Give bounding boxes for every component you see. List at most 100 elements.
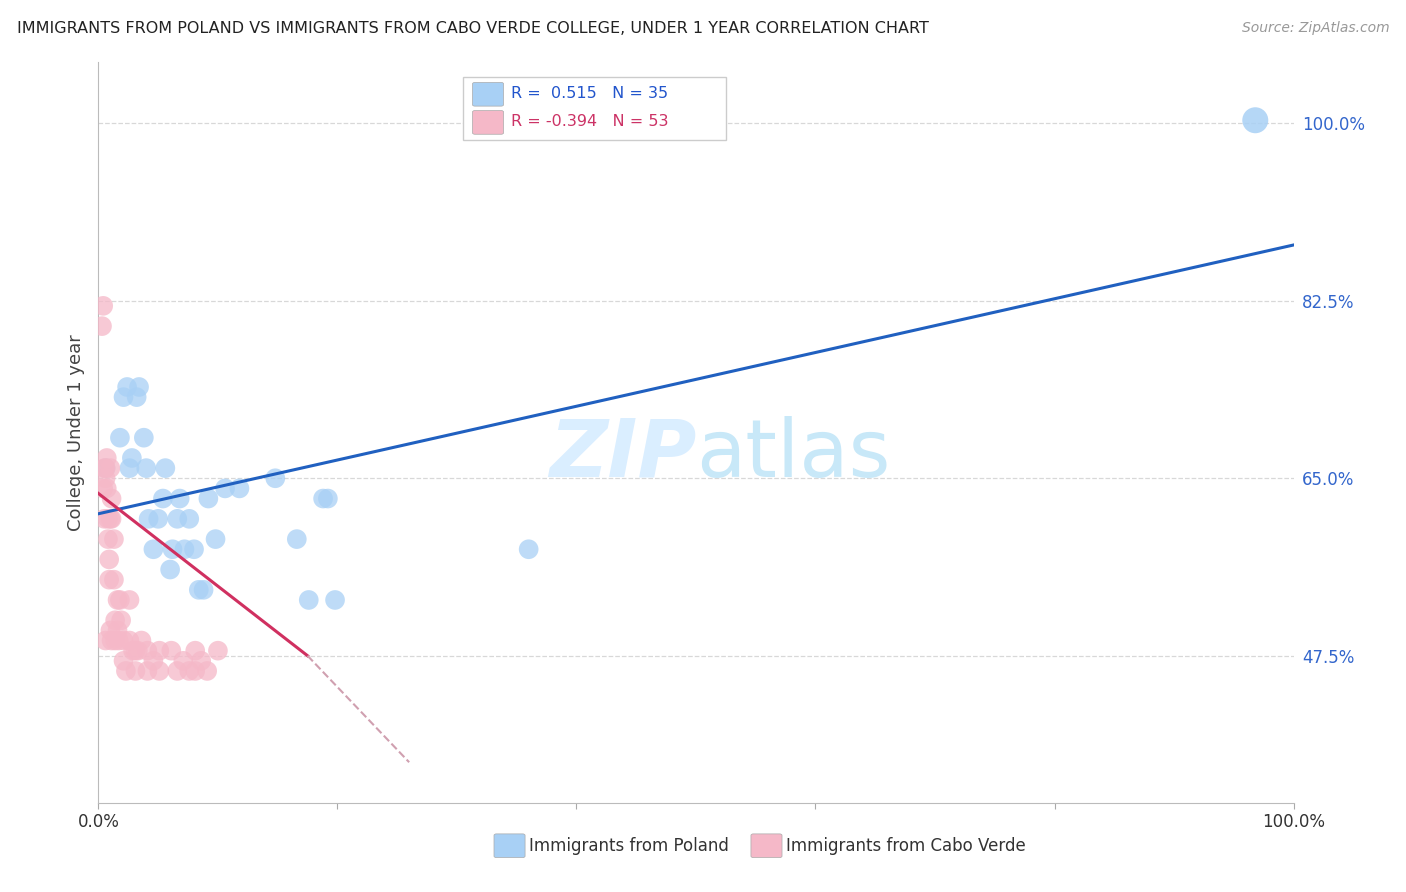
Point [104,613,127,627]
Point [195,664,218,678]
Point [166,512,188,526]
Point [112,633,135,648]
Point [118,461,141,475]
Point [131,633,153,648]
Point [190,654,212,668]
Point [108,431,131,445]
Point [172,654,194,668]
Point [100,491,122,506]
FancyBboxPatch shape [463,78,725,140]
Point [285,532,308,546]
Point [264,471,287,485]
Point [122,643,145,657]
Point [110,613,132,627]
FancyBboxPatch shape [751,834,782,857]
Text: ZIP: ZIP [548,416,696,494]
Point [98,573,121,587]
Point [160,643,183,657]
Point [128,380,150,394]
Point [118,633,141,648]
Point [152,491,174,506]
Point [197,491,219,506]
Point [97,512,120,526]
Point [94,461,117,475]
Point [162,542,184,557]
Point [135,461,157,475]
Point [96,450,118,465]
Point [93,512,115,526]
Point [184,643,207,657]
Point [100,512,122,526]
Point [93,461,115,475]
Point [91,299,114,313]
Point [98,552,121,566]
FancyBboxPatch shape [472,82,503,106]
FancyBboxPatch shape [472,111,503,135]
Point [207,643,229,657]
Point [142,654,165,668]
Point [312,491,335,506]
Point [323,593,346,607]
Point [148,512,170,526]
Point [103,573,125,587]
Point [173,542,195,557]
Point [115,664,138,678]
Point [98,512,122,526]
Point [169,491,191,506]
Point [104,633,127,648]
Text: Immigrants from Cabo Verde: Immigrants from Cabo Verde [786,837,1025,855]
Point [91,319,114,334]
Text: Immigrants from Poland: Immigrants from Poland [529,837,728,855]
Point [112,654,135,668]
Y-axis label: College, Under 1 year: College, Under 1 year [66,334,84,531]
Point [517,542,540,557]
Point [1244,113,1267,128]
Text: R =  0.515   N = 35: R = 0.515 N = 35 [510,86,668,101]
Point [94,471,117,485]
Point [214,482,236,496]
Point [103,532,125,546]
Point [136,664,159,678]
Point [159,562,181,576]
Point [96,482,118,496]
Point [184,664,207,678]
Point [98,461,122,475]
Text: IMMIGRANTS FROM POLAND VS IMMIGRANTS FROM CABO VERDE COLLEGE, UNDER 1 YEAR CORRE: IMMIGRANTS FROM POLAND VS IMMIGRANTS FRO… [17,21,929,36]
Point [121,450,143,465]
Text: R = -0.394   N = 53: R = -0.394 N = 53 [510,114,668,129]
Point [118,593,141,607]
Point [138,512,160,526]
Point [124,643,146,657]
Point [148,643,170,657]
Point [108,593,131,607]
FancyBboxPatch shape [494,834,524,857]
Point [107,624,129,638]
Point [193,582,215,597]
Point [107,633,129,648]
Text: atlas: atlas [696,416,890,494]
Point [124,664,146,678]
Point [155,461,177,475]
Point [228,482,250,496]
Point [204,532,226,546]
Point [316,491,339,506]
Point [98,624,122,638]
Point [298,593,321,607]
Point [127,643,149,657]
Point [112,390,135,404]
Point [179,512,201,526]
Point [132,431,155,445]
Point [183,542,205,557]
Point [107,593,129,607]
Point [94,633,117,648]
Point [187,582,209,597]
Point [94,461,117,475]
Point [179,664,201,678]
Point [142,542,165,557]
Point [136,643,159,657]
Point [166,664,188,678]
Point [97,532,120,546]
Point [100,633,122,648]
Point [148,664,170,678]
Text: Source: ZipAtlas.com: Source: ZipAtlas.com [1241,21,1389,35]
